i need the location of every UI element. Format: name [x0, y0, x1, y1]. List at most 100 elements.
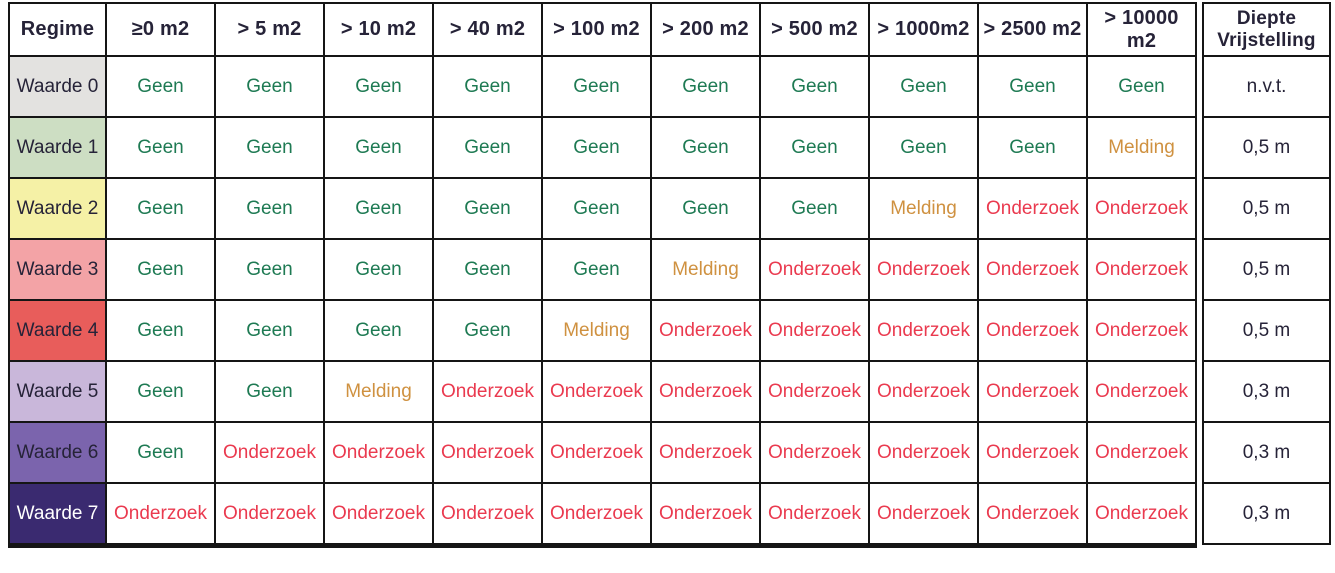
value-cell-5-1: Geen [214, 360, 325, 423]
value-cell-0-5: Geen [650, 55, 761, 118]
value-cell-3-8: Onderzoek [977, 238, 1088, 301]
table-row-0: Waarde 0 Geen Geen Geen Geen Geen Geen Geen Geen… [8, 55, 1197, 118]
value-cell-6-1: Onderzoek [214, 421, 325, 484]
diepte-row-1: 0,5 m [1202, 116, 1331, 179]
value-cell-4-5: Onderzoek [650, 299, 761, 362]
diepte-cell-6: 0,3 m [1202, 421, 1331, 484]
value-cell-2-3: Geen [432, 177, 543, 240]
column-header-diepte-vrijstelling: Diepte Vrijstelling [1202, 2, 1331, 57]
regime-cell-6: Waarde 6 [8, 421, 107, 484]
value-cell-4-0: Geen [105, 299, 216, 362]
value-cell-7-6: Onderzoek [759, 482, 870, 548]
table-row-3: Waarde 3 Geen Geen Geen Geen Geen Melding Onder… [8, 238, 1197, 301]
regime-cell-2: Waarde 2 [8, 177, 107, 240]
value-cell-1-5: Geen [650, 116, 761, 179]
column-header-area-5: > 200 m2 [650, 2, 761, 57]
main-header-row: Regime ≥0 m2 > 5 m2 > 10 m2 > 40 m2 > 100 m2… [8, 2, 1197, 57]
column-header-area-7: > 1000m2 [868, 2, 979, 57]
value-cell-2-5: Geen [650, 177, 761, 240]
value-cell-2-9: Onderzoek [1086, 177, 1197, 240]
value-cell-3-4: Geen [541, 238, 652, 301]
value-cell-3-0: Geen [105, 238, 216, 301]
value-cell-7-7: Onderzoek [868, 482, 979, 548]
regime-cell-0: Waarde 0 [8, 55, 107, 118]
regime-cell-5: Waarde 5 [8, 360, 107, 423]
value-cell-1-9: Melding [1086, 116, 1197, 179]
regime-table-figure: Regime ≥0 m2 > 5 m2 > 10 m2 > 40 m2 > 100 m2… [8, 2, 1331, 548]
value-cell-7-8: Onderzoek [977, 482, 1088, 548]
regime-cell-4: Waarde 4 [8, 299, 107, 362]
value-cell-4-4: Melding [541, 299, 652, 362]
value-cell-0-3: Geen [432, 55, 543, 118]
value-cell-7-5: Onderzoek [650, 482, 761, 548]
value-cell-0-8: Geen [977, 55, 1088, 118]
value-cell-7-3: Onderzoek [432, 482, 543, 548]
value-cell-1-6: Geen [759, 116, 870, 179]
table-row-7: Waarde 7 Onderzoek Onderzoek Onderzoek Onder… [8, 482, 1197, 548]
value-cell-0-1: Geen [214, 55, 325, 118]
value-cell-6-0: Geen [105, 421, 216, 484]
regime-table: Regime ≥0 m2 > 5 m2 > 10 m2 > 40 m2 > 100 m2… [8, 2, 1197, 548]
diepte-row-3: 0,5 m [1202, 238, 1331, 301]
value-cell-0-7: Geen [868, 55, 979, 118]
table-row-1: Waarde 1 Geen Geen Geen Geen Geen Geen Geen Geen… [8, 116, 1197, 179]
column-header-area-6: > 500 m2 [759, 2, 870, 57]
table-row-4: Waarde 4 Geen Geen Geen Geen Melding Onderzoek… [8, 299, 1197, 362]
value-cell-3-1: Geen [214, 238, 325, 301]
value-cell-4-7: Onderzoek [868, 299, 979, 362]
column-header-area-1: > 5 m2 [214, 2, 325, 57]
diepte-cell-0: n.v.t. [1202, 55, 1331, 118]
value-cell-6-3: Onderzoek [432, 421, 543, 484]
value-cell-6-5: Onderzoek [650, 421, 761, 484]
regime-cell-7: Waarde 7 [8, 482, 107, 548]
value-cell-7-1: Onderzoek [214, 482, 325, 548]
value-cell-5-4: Onderzoek [541, 360, 652, 423]
value-cell-3-6: Onderzoek [759, 238, 870, 301]
diepte-row-4: 0,5 m [1202, 299, 1331, 362]
value-cell-6-9: Onderzoek [1086, 421, 1197, 484]
diepte-cell-2: 0,5 m [1202, 177, 1331, 240]
value-cell-3-3: Geen [432, 238, 543, 301]
diepte-row-2: 0,5 m [1202, 177, 1331, 240]
value-cell-0-4: Geen [541, 55, 652, 118]
main-body: Waarde 0 Geen Geen Geen Geen Geen Geen Geen Geen… [8, 55, 1197, 548]
value-cell-4-8: Onderzoek [977, 299, 1088, 362]
column-header-regime: Regime [8, 2, 107, 57]
diepte-cell-3: 0,5 m [1202, 238, 1331, 301]
value-cell-0-2: Geen [323, 55, 434, 118]
value-cell-4-9: Onderzoek [1086, 299, 1197, 362]
value-cell-2-7: Melding [868, 177, 979, 240]
regime-cell-3: Waarde 3 [8, 238, 107, 301]
column-header-area-0: ≥0 m2 [105, 2, 216, 57]
value-cell-5-9: Onderzoek [1086, 360, 1197, 423]
diepte-cell-4: 0,5 m [1202, 299, 1331, 362]
value-cell-3-5: Melding [650, 238, 761, 301]
diepte-row-7: 0,3 m [1202, 482, 1331, 545]
table-row-6: Waarde 6 Geen Onderzoek Onderzoek Onderzoek O… [8, 421, 1197, 484]
value-cell-1-4: Geen [541, 116, 652, 179]
value-cell-3-2: Geen [323, 238, 434, 301]
value-cell-1-8: Geen [977, 116, 1088, 179]
value-cell-3-7: Onderzoek [868, 238, 979, 301]
diepte-row-6: 0,3 m [1202, 421, 1331, 484]
value-cell-6-8: Onderzoek [977, 421, 1088, 484]
value-cell-5-5: Onderzoek [650, 360, 761, 423]
diepte-vrijstelling-table: Diepte Vrijstelling n.v.t. 0,5 m 0,5 m 0,5 … [1202, 2, 1331, 545]
value-cell-0-6: Geen [759, 55, 870, 118]
table-row-5: Waarde 5 Geen Geen Melding Onderzoek Onderzoe… [8, 360, 1197, 423]
value-cell-2-8: Onderzoek [977, 177, 1088, 240]
value-cell-7-2: Onderzoek [323, 482, 434, 548]
diepte-cell-7: 0,3 m [1202, 482, 1331, 545]
value-cell-4-1: Geen [214, 299, 325, 362]
value-cell-3-9: Onderzoek [1086, 238, 1197, 301]
regime-cell-1: Waarde 1 [8, 116, 107, 179]
diepte-cell-1: 0,5 m [1202, 116, 1331, 179]
value-cell-1-3: Geen [432, 116, 543, 179]
value-cell-2-6: Geen [759, 177, 870, 240]
value-cell-0-9: Geen [1086, 55, 1197, 118]
value-cell-6-2: Onderzoek [323, 421, 434, 484]
column-header-area-2: > 10 m2 [323, 2, 434, 57]
side-body: n.v.t. 0,5 m 0,5 m 0,5 m 0,5 m 0,3 m 0,3 m 0,3 … [1202, 55, 1331, 545]
column-header-area-9: > 10000 m2 [1086, 2, 1197, 57]
value-cell-1-2: Geen [323, 116, 434, 179]
